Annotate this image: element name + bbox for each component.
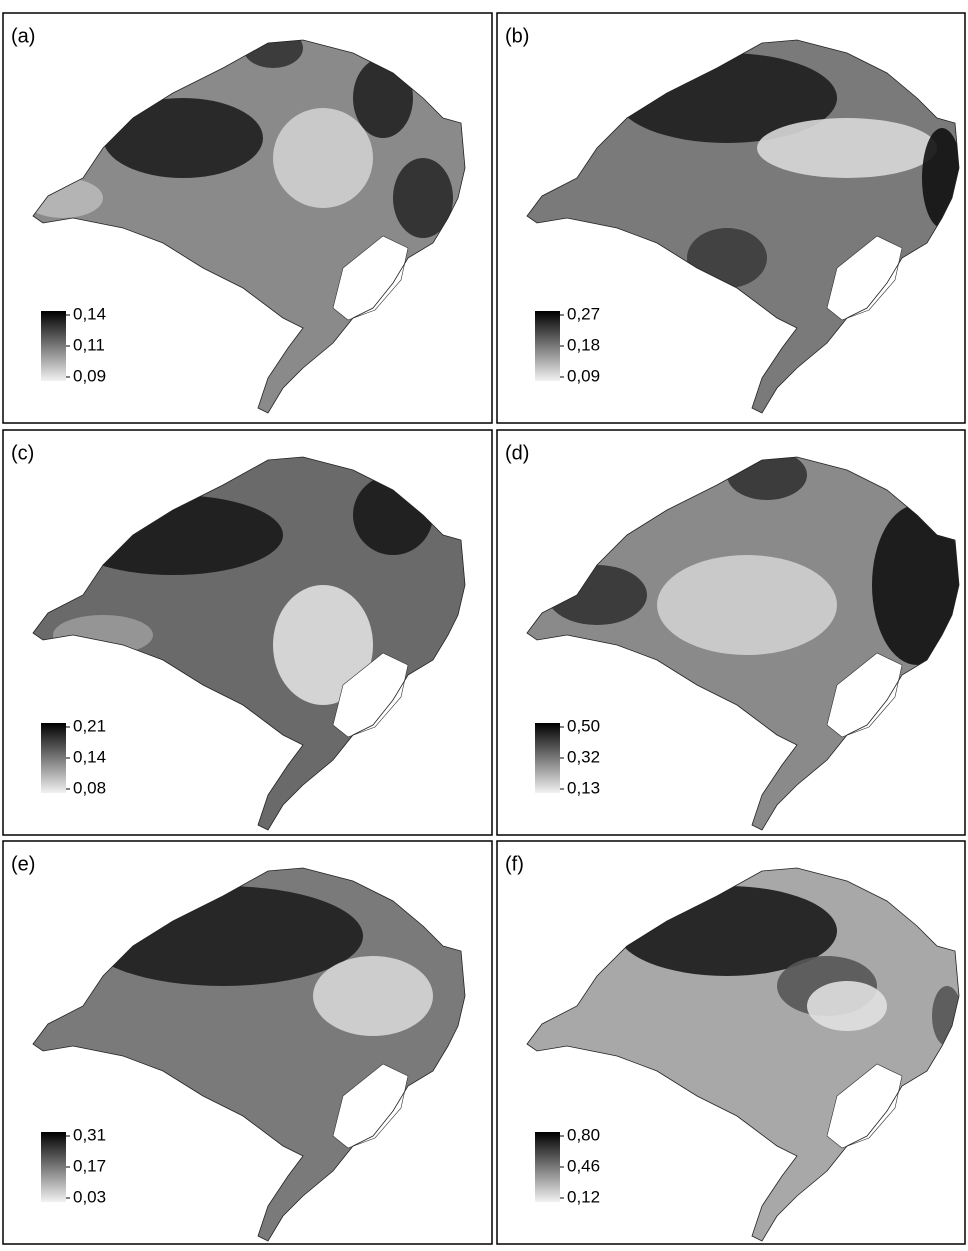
legend-gradient [41,723,66,793]
legend-gradient [535,723,560,793]
shaded-area [103,98,263,178]
legend-label: 0,12 [567,1187,600,1206]
map [32,39,466,414]
shaded-area [313,956,433,1036]
lagoon [332,235,409,321]
lagoon [826,652,903,738]
legend-label: 0,46 [567,1156,600,1175]
legend-label: 0,27 [567,304,600,323]
panel-label: (c) [11,442,34,464]
shaded-area [807,981,887,1031]
legend-gradient [535,1132,560,1202]
legend-label: 0,80 [567,1125,600,1144]
legend-label: 0,09 [73,366,106,385]
legend-label: 0,08 [73,778,106,797]
panel-label: (a) [11,25,35,47]
map-panel: (a) 0,14 0,11 0,09 [2,12,493,424]
legend-label: 0,31 [73,1125,106,1144]
legend-label: 0,14 [73,304,106,323]
panel-label: (d) [505,442,529,464]
legend-label: 0,50 [567,716,600,735]
legend-label: 0,13 [567,778,600,797]
shaded-area [657,555,837,655]
legend-label: 0,17 [73,1156,106,1175]
panel-label: (b) [505,25,529,47]
map-panel: (c) 0,21 0,14 0,08 [2,429,493,836]
map-panel: (e) 0,31 0,17 0,03 [2,840,493,1245]
legend-label: 0,14 [73,747,106,766]
legend-label: 0,32 [567,747,600,766]
legend-gradient [41,1132,66,1202]
region-shading [33,40,453,238]
shaded-area [353,58,413,138]
legend-gradient [41,311,66,381]
legend-label: 0,18 [567,335,600,354]
shaded-area [393,158,453,238]
lagoon [826,1063,903,1149]
shaded-area [757,118,937,178]
lagoon [332,652,409,738]
panel-label: (e) [11,853,35,875]
legend-label: 0,03 [73,1187,106,1206]
map-panel: (f) 0,80 0,46 0,12 [496,840,966,1245]
lagoon [826,235,903,321]
map-panel: (d) 0,50 0,32 0,13 [496,429,966,836]
legend-gradient [535,311,560,381]
legend-label: 0,21 [73,716,106,735]
shaded-area [273,108,373,208]
legend-label: 0,09 [567,366,600,385]
map-panel: (b) 0,27 0,18 0,09 [496,12,966,424]
shaded-area [872,505,959,665]
shaded-area [243,40,303,68]
lagoon [332,1063,409,1149]
shaded-area [273,585,373,705]
panel-label: (f) [505,853,524,875]
legend-label: 0,11 [73,335,105,354]
